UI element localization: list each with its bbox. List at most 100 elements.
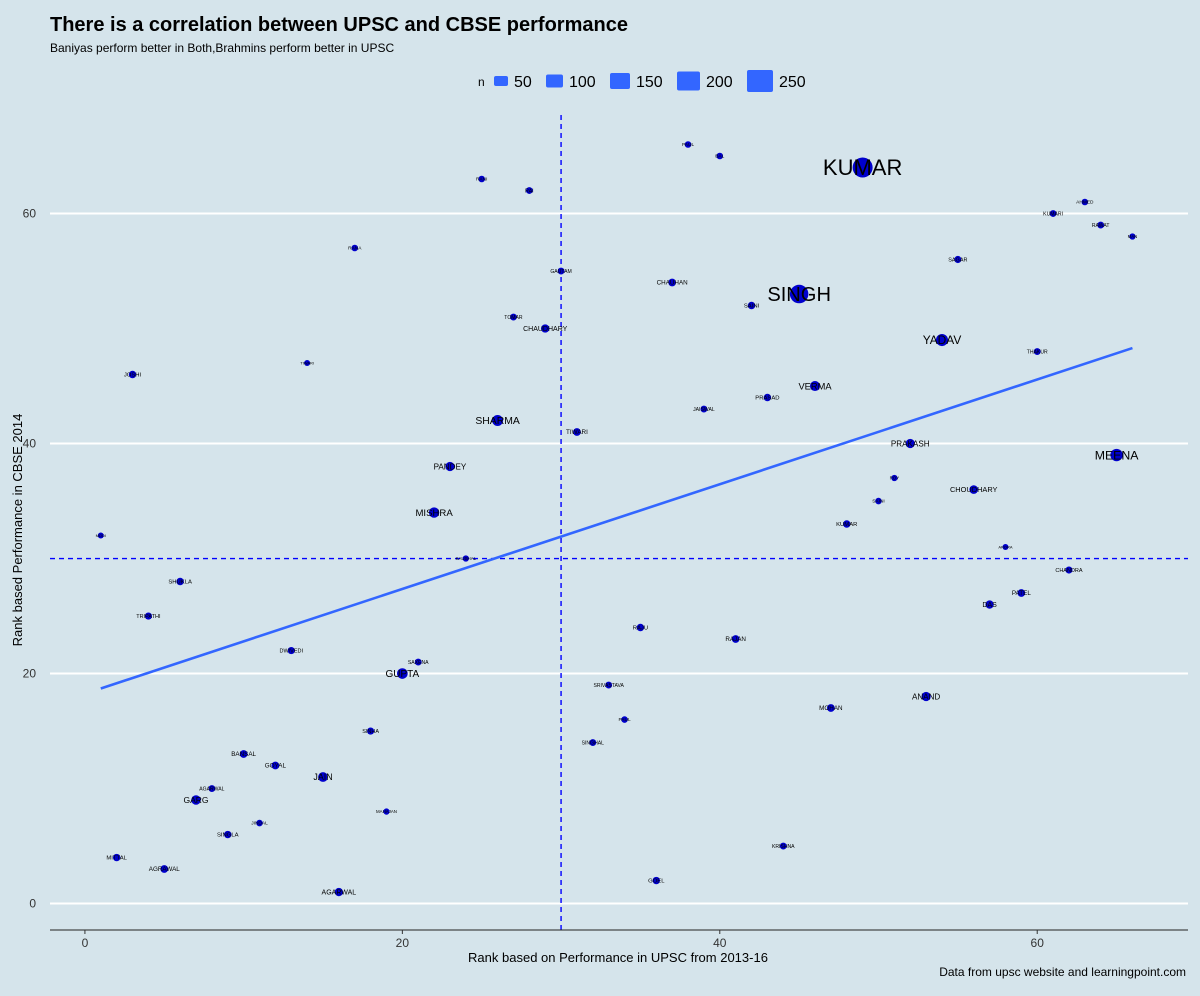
point-label: GARG bbox=[184, 795, 209, 805]
point-label: JOSHI bbox=[124, 373, 142, 379]
data-point bbox=[843, 520, 851, 528]
y-tick-label: 40 bbox=[23, 437, 37, 451]
data-point bbox=[176, 577, 184, 586]
reference-lines bbox=[50, 115, 1188, 930]
point-label: PRAKASH bbox=[891, 439, 930, 448]
point-label: SHUKLA bbox=[168, 580, 192, 586]
data-point bbox=[731, 635, 740, 643]
y-tick-label: 20 bbox=[23, 667, 37, 681]
point-label: SINGLA bbox=[217, 833, 239, 839]
point-label: GAUTAM bbox=[550, 269, 571, 275]
point-label: RAI bbox=[525, 188, 534, 194]
point-label: AGARWAL bbox=[199, 786, 224, 792]
data-point bbox=[852, 157, 873, 178]
legend-entry: 250 bbox=[747, 70, 806, 92]
point-label: JAIN bbox=[313, 772, 332, 782]
data-point bbox=[112, 853, 121, 862]
data-point bbox=[891, 474, 898, 482]
point-label: KUMARI bbox=[1043, 211, 1063, 217]
point-label: ARORA bbox=[998, 544, 1013, 549]
data-point bbox=[428, 507, 440, 518]
data-point bbox=[1110, 448, 1123, 462]
data-point bbox=[1097, 221, 1105, 229]
data-point bbox=[809, 380, 821, 392]
point-label: AGRAWAL bbox=[149, 866, 181, 873]
data-point bbox=[525, 187, 533, 194]
data-point bbox=[763, 393, 772, 402]
data-point bbox=[700, 405, 708, 413]
data-point bbox=[541, 324, 550, 333]
point-label: ANAND bbox=[912, 692, 940, 701]
axes: 0 20 40 60 0 20 40 60 bbox=[23, 207, 1188, 950]
data-point bbox=[239, 750, 248, 758]
point-label: SAGAR bbox=[948, 257, 967, 263]
x-axis-title: Rank based on Performance in UPSC from 2… bbox=[468, 950, 768, 965]
point-label: YADAV bbox=[923, 333, 962, 347]
data-point bbox=[1081, 198, 1089, 206]
legend-entry: 100 bbox=[546, 74, 596, 91]
point-label: DAS bbox=[982, 602, 997, 609]
data-point bbox=[921, 691, 931, 702]
point-label: PAUL bbox=[618, 717, 631, 723]
point-label: KRISHNA bbox=[772, 844, 795, 850]
legend-label: 250 bbox=[779, 74, 806, 91]
data-point bbox=[510, 313, 517, 321]
point-label: SINGH bbox=[767, 284, 831, 306]
point-label: TIWARI bbox=[300, 360, 314, 365]
data-point bbox=[287, 646, 295, 655]
point-label: CHAUHAN bbox=[657, 280, 689, 287]
point-label: AHMED bbox=[1076, 200, 1094, 206]
y-axis-title: Rank based Performance in CBSE 2014 bbox=[10, 414, 25, 647]
legend-entry: 200 bbox=[677, 71, 733, 91]
data-point bbox=[1049, 210, 1057, 217]
data-point bbox=[954, 255, 962, 264]
chart-caption: Data from upsc website and learningpoint… bbox=[939, 965, 1186, 979]
legend-key bbox=[747, 70, 773, 92]
legend-label: 50 bbox=[514, 74, 532, 91]
data-point bbox=[1033, 348, 1041, 355]
point-label: RANA bbox=[348, 246, 362, 252]
data-point bbox=[875, 497, 882, 505]
data-point bbox=[445, 461, 455, 472]
data-point bbox=[636, 623, 645, 632]
data-point bbox=[128, 370, 137, 379]
point-label: SRIVASTAVA bbox=[593, 683, 624, 689]
legend-label: 200 bbox=[706, 74, 733, 91]
data-point bbox=[97, 532, 104, 539]
y-tick-label: 60 bbox=[23, 207, 37, 221]
point-label: GOYAL bbox=[265, 763, 287, 770]
data-point bbox=[367, 727, 375, 735]
point-label: SAXENA bbox=[408, 660, 429, 666]
grid-lines bbox=[50, 212, 1188, 905]
data-points bbox=[97, 141, 1136, 897]
point-label: CHOUDHARY bbox=[950, 485, 998, 494]
data-point bbox=[318, 772, 328, 782]
data-point bbox=[969, 485, 979, 494]
point-label: MITTAL bbox=[106, 856, 127, 862]
point-label: RAJAN bbox=[725, 636, 746, 643]
data-point bbox=[160, 865, 169, 873]
point-label: KUMAR bbox=[836, 522, 857, 528]
point-label: PANDEY bbox=[434, 462, 467, 471]
point-label: VERMA bbox=[798, 381, 832, 391]
data-point bbox=[224, 830, 232, 839]
data-point bbox=[462, 555, 469, 562]
point-label: JAISWAL bbox=[693, 407, 715, 413]
point-label: TOMAR bbox=[504, 315, 523, 321]
x-tick-label: 20 bbox=[396, 936, 410, 950]
point-label: TIWARI bbox=[566, 429, 588, 436]
point-label: SAINI bbox=[872, 499, 885, 505]
data-point bbox=[779, 842, 787, 850]
point-label: RAWAT bbox=[1092, 223, 1110, 229]
point-label: SHARMA bbox=[475, 416, 520, 427]
point-label: AGARWAL bbox=[322, 889, 357, 896]
legend-key bbox=[677, 71, 700, 91]
data-point bbox=[652, 876, 661, 885]
data-point bbox=[191, 795, 201, 805]
point-label: ROY bbox=[890, 476, 900, 481]
point-label: SINGHAL bbox=[582, 740, 605, 746]
data-point bbox=[304, 360, 311, 367]
data-point bbox=[492, 415, 504, 426]
data-point bbox=[1065, 566, 1073, 574]
